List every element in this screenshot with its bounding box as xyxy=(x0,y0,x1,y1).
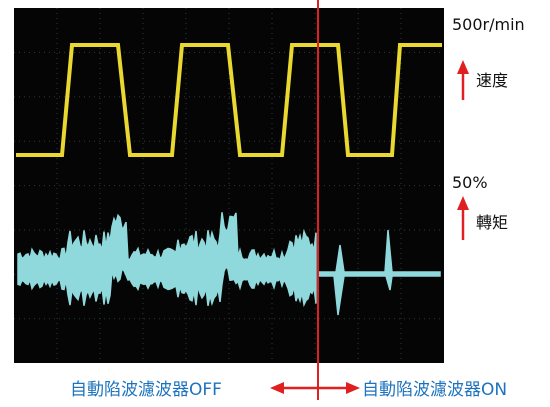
speed-trace xyxy=(16,43,442,157)
arrows xyxy=(270,60,469,394)
on-label: 自動陷波濾波器ON xyxy=(362,380,507,400)
speed-label: 速度 xyxy=(476,71,508,90)
torque-label: 轉矩 xyxy=(476,213,508,232)
torque-scale: 50% xyxy=(452,173,488,192)
speed-scale: 500r/min xyxy=(452,15,525,34)
torque-trace xyxy=(17,212,441,316)
off-label: 自動陷波濾波器OFF xyxy=(70,380,222,400)
